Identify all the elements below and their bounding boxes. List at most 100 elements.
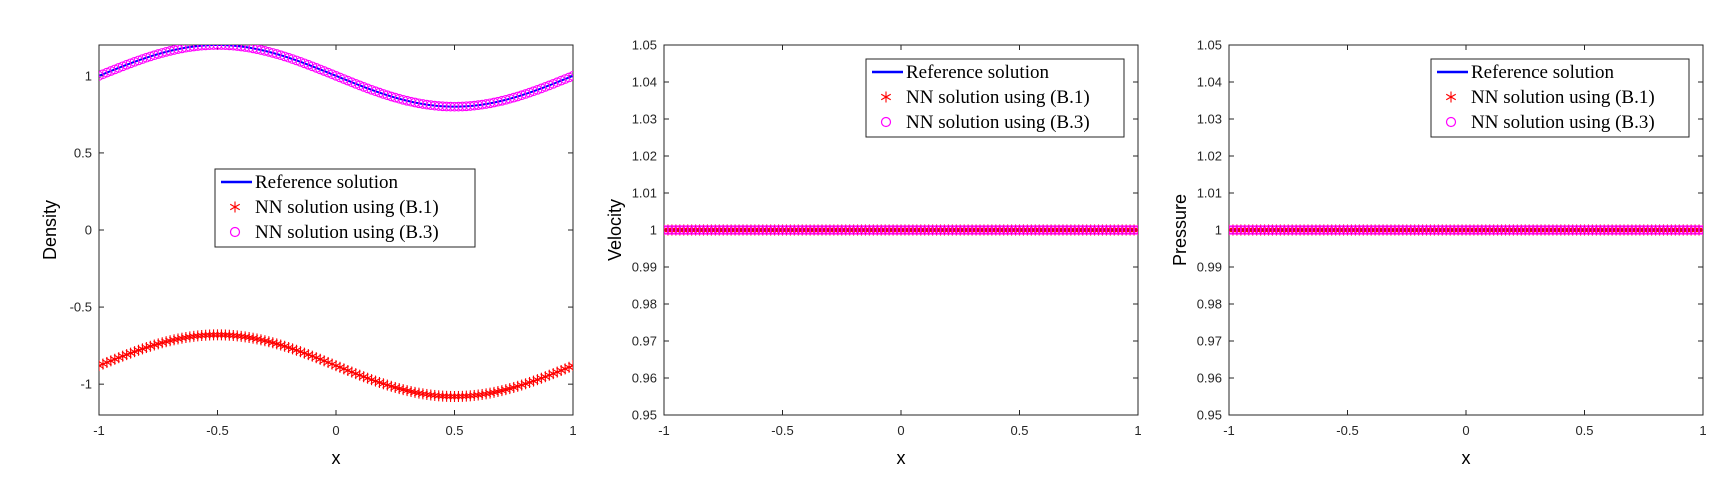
circle-marker	[196, 45, 207, 51]
y-tick-label-pressure: 0.97	[1197, 334, 1222, 349]
circle-marker	[1378, 225, 1388, 235]
y-tick-label-pressure: 0.95	[1197, 408, 1222, 423]
circle-marker	[1081, 225, 1092, 235]
circle-marker	[1105, 225, 1116, 235]
circle-marker	[860, 225, 871, 235]
x-tick-label-density: -1	[93, 423, 105, 438]
legend-box	[214, 168, 476, 248]
circle-marker	[710, 225, 721, 235]
circle-marker	[240, 45, 250, 52]
circle-marker	[1002, 225, 1013, 235]
circle-marker	[821, 225, 831, 235]
asterisk-marker	[176, 332, 187, 344]
data-layer-density	[99, 45, 573, 402]
circle-marker	[212, 45, 223, 50]
circle-marker	[670, 225, 681, 235]
y-axis-label-pressure: Pressure	[1170, 194, 1190, 266]
circle-marker	[872, 225, 883, 235]
circle-marker	[1607, 225, 1617, 235]
circle-marker	[449, 101, 460, 112]
y-tick-label-velocity: 1	[650, 223, 657, 238]
legend-label: NN solution using (B.1)	[906, 87, 1090, 108]
circle-marker	[437, 101, 448, 112]
circle-marker	[1330, 225, 1341, 235]
circle-marker	[477, 99, 488, 110]
circle-marker	[1042, 225, 1052, 235]
circle-marker	[761, 225, 772, 235]
y-axis-label-density: Density	[40, 200, 60, 260]
circle-marker	[1421, 225, 1432, 235]
circle-marker	[1085, 225, 1096, 235]
circle-marker	[445, 101, 456, 112]
circle-marker	[880, 225, 891, 235]
circle-marker	[809, 225, 819, 235]
circle-marker	[1548, 225, 1558, 235]
circle-marker	[690, 225, 701, 235]
circle-marker	[1235, 225, 1246, 235]
circle-marker	[1089, 225, 1100, 235]
circle-marker	[1579, 225, 1590, 235]
circle-marker	[848, 225, 859, 235]
x-tick-label-velocity: -1	[658, 423, 670, 438]
circle-marker	[1113, 225, 1124, 235]
circle-marker	[1073, 225, 1084, 235]
circle-marker	[765, 225, 776, 235]
circle-marker	[927, 225, 938, 235]
circle-marker	[1026, 225, 1037, 235]
circle-marker	[664, 225, 669, 235]
circle-marker	[1054, 225, 1064, 235]
circle-marker	[896, 225, 906, 235]
circle-marker	[1271, 225, 1282, 235]
y-tick-label-pressure: 1.05	[1197, 38, 1222, 53]
circle-marker	[1314, 225, 1325, 235]
circle-marker	[1575, 225, 1586, 235]
circle-marker	[465, 101, 476, 111]
asterisk-marker	[204, 329, 215, 341]
circle-marker	[1247, 225, 1258, 235]
x-tick-label-velocity: 1	[1134, 423, 1141, 438]
circle-marker	[1571, 225, 1582, 235]
circle-marker	[674, 225, 685, 235]
legend-label: NN solution using (B.1)	[255, 197, 439, 218]
circle-marker	[208, 45, 219, 50]
circle-marker	[1536, 225, 1546, 235]
nn-b1-series-density	[99, 329, 573, 402]
asterisk-marker	[417, 388, 428, 400]
y-tick-label-velocity: 0.99	[632, 260, 657, 275]
circle-marker	[1540, 225, 1550, 235]
circle-marker	[718, 225, 729, 235]
circle-marker	[1243, 225, 1254, 235]
x-axis-label-velocity: x	[897, 448, 906, 468]
asterisk-marker	[232, 330, 243, 342]
circle-marker	[1453, 225, 1463, 235]
circle-marker	[1065, 225, 1076, 235]
circle-marker	[453, 101, 464, 112]
circle-marker	[1504, 225, 1515, 235]
circle-marker	[1354, 225, 1365, 235]
circle-marker	[1255, 225, 1266, 235]
circle-marker	[1058, 225, 1068, 235]
circle-marker	[694, 225, 705, 235]
legend-label: Reference solution	[255, 172, 398, 193]
circle-marker	[1433, 225, 1444, 235]
circle-marker	[1322, 225, 1333, 235]
circle-marker	[1370, 225, 1380, 235]
circle-marker	[1666, 225, 1677, 235]
circle-marker	[1445, 225, 1456, 235]
circle-marker	[1405, 225, 1416, 235]
circle-marker	[757, 225, 768, 235]
circle-marker	[1303, 225, 1313, 235]
panel-velocity: -1 -0.5 0 0.5 1 0.95 0.96 0.97 0.98 0.99 1 1.01 1.02…	[605, 38, 1142, 469]
circle-marker	[1401, 225, 1412, 235]
circle-marker	[1338, 225, 1349, 235]
circle-marker	[825, 225, 835, 235]
y-tick-label-velocity: 0.96	[632, 371, 657, 386]
circle-marker	[441, 101, 452, 112]
circle-marker	[1362, 225, 1373, 235]
y-tick-label-velocity: 0.98	[632, 297, 657, 312]
circle-marker	[1326, 225, 1337, 235]
circle-marker	[429, 100, 440, 111]
asterisk-marker	[567, 360, 573, 372]
circle-marker	[1409, 225, 1420, 235]
y-tick-label-pressure: 0.96	[1197, 371, 1222, 386]
